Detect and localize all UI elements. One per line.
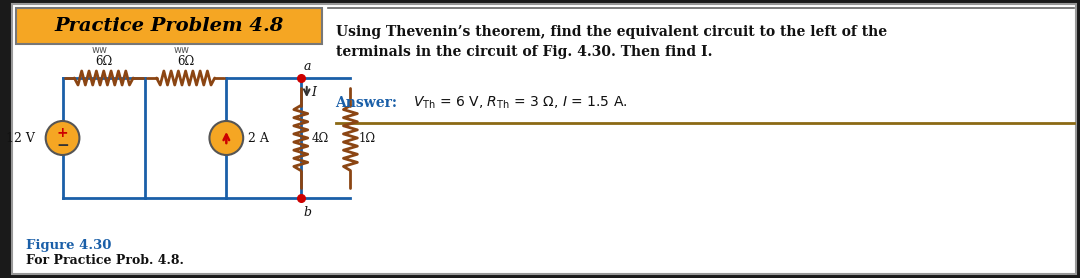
Circle shape [45, 121, 80, 155]
Text: +: + [57, 126, 68, 140]
Text: 12 V: 12 V [5, 131, 35, 145]
Text: $V_{\mathregular{Th}}$ = 6 V, $R_{\mathregular{Th}}$ = 3 $\Omega$, $I$ = 1.5 A.: $V_{\mathregular{Th}}$ = 6 V, $R_{\mathr… [413, 95, 627, 111]
Text: b: b [303, 205, 312, 219]
Text: 6Ω: 6Ω [95, 54, 112, 68]
Text: −: − [56, 138, 69, 153]
Text: 1Ω: 1Ω [359, 131, 376, 145]
FancyBboxPatch shape [16, 8, 322, 44]
Text: Practice Problem 4.8: Practice Problem 4.8 [54, 17, 283, 35]
Text: terminals in the circuit of Fig. 4.30. Then find I.: terminals in the circuit of Fig. 4.30. T… [336, 45, 712, 59]
Text: For Practice Prob. 4.8.: For Practice Prob. 4.8. [26, 254, 184, 267]
Text: 6Ω: 6Ω [177, 54, 194, 68]
Text: I: I [311, 86, 315, 98]
Text: 4Ω: 4Ω [312, 131, 329, 145]
Text: Using Thevenin’s theorem, find the equivalent circuit to the left of the: Using Thevenin’s theorem, find the equiv… [336, 25, 887, 39]
Text: a: a [303, 59, 311, 73]
FancyBboxPatch shape [12, 4, 1076, 274]
Text: Answer:: Answer: [336, 96, 397, 110]
Text: Figure 4.30: Figure 4.30 [26, 239, 111, 252]
Circle shape [210, 121, 243, 155]
Text: ww: ww [92, 45, 108, 55]
Text: 2 A: 2 A [248, 131, 269, 145]
Text: ww: ww [174, 45, 190, 55]
